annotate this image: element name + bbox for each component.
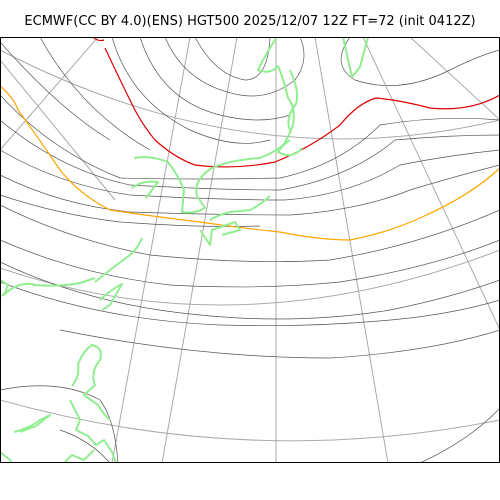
graticule [0, 37, 500, 463]
coastline-chukotka [287, 69, 299, 131]
coastline-aleutians [209, 195, 271, 221]
height-contours [0, 37, 500, 463]
map-title: ECMWF(CC BY 4.0)(ENS) HGT500 2025/12/07 … [24, 14, 476, 29]
map-panel [0, 37, 500, 463]
contour-line [340, 37, 500, 86]
parallel-line [0, 249, 500, 306]
contour-5400-line [104, 47, 500, 168]
contour-line [0, 94, 500, 180]
coastline-philippines-south [69, 399, 117, 463]
contour-line [194, 37, 271, 81]
contour-line [0, 119, 500, 191]
coastline-okhotsk [133, 139, 291, 214]
contour-line [0, 41, 111, 141]
contour-line [0, 164, 500, 216]
parallel-line [0, 49, 500, 140]
meridian-line [314, 37, 389, 463]
contour-line [59, 329, 500, 359]
coastline-sakhalin [131, 180, 159, 199]
coastline-left-edge [0, 279, 9, 296]
coastline-java [0, 451, 13, 463]
contour-line [419, 407, 500, 463]
meridian-line [161, 37, 238, 463]
contour-line [164, 37, 305, 97]
parallel-line [0, 399, 500, 442]
contour-line [0, 204, 500, 263]
map-frame-border [0, 37, 500, 463]
coastline-philippines [71, 344, 111, 421]
coastline-kurils [199, 221, 241, 246]
coastline-japan-north [99, 283, 123, 311]
coastline-korea [1, 277, 96, 297]
coastlines [0, 37, 369, 463]
contour-line [0, 194, 261, 227]
contour-line [39, 37, 151, 151]
coastline-hokkaido [94, 237, 143, 283]
contour-line [111, 37, 271, 144]
coastline-borneo [13, 414, 51, 433]
coastline-alaska-west [342, 37, 369, 78]
contour-line [139, 37, 291, 121]
meridian-line [0, 59, 116, 201]
contour-line [59, 429, 111, 463]
contour-line [0, 149, 500, 201]
meridian-line [111, 37, 191, 463]
coastline-kamchatka [257, 37, 303, 157]
coastline-sulawesi [63, 449, 95, 463]
contour-line [0, 281, 500, 327]
meridian-line [409, 37, 500, 121]
contour-line [0, 239, 500, 288]
contour-line [0, 385, 119, 463]
meridian-line [0, 37, 99, 151]
contour-line [0, 261, 500, 320]
contour-5700-line [0, 85, 500, 241]
